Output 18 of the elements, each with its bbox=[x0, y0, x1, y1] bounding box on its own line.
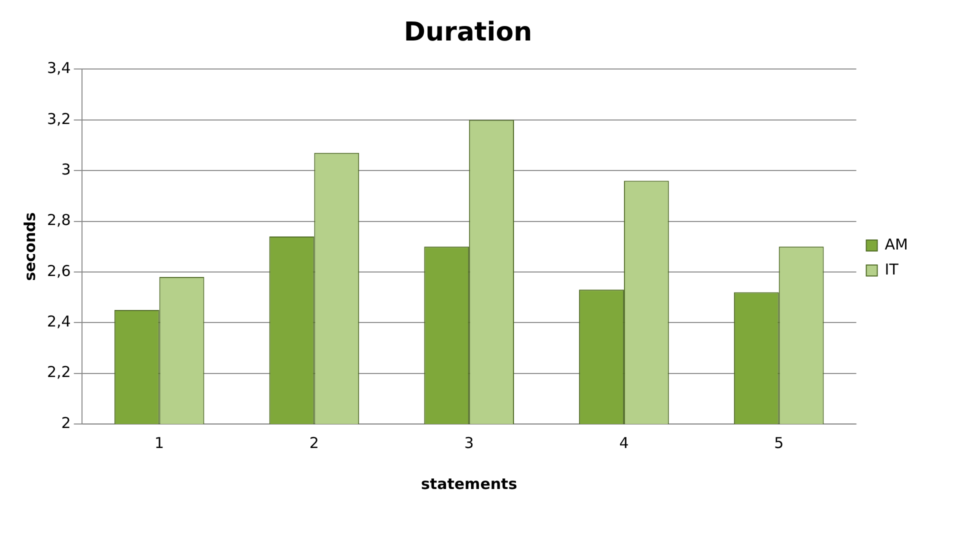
y-tick-label: 3,2 bbox=[46, 110, 71, 128]
y-tick-label: 2 bbox=[61, 414, 71, 432]
x-tick-label: 3 bbox=[464, 434, 474, 452]
y-tick-label: 2,2 bbox=[46, 363, 71, 382]
y-axis-title: seconds bbox=[20, 212, 39, 281]
chart-title: Duration bbox=[404, 17, 532, 48]
legend-label: AM bbox=[884, 235, 908, 254]
x-axis-title: statements bbox=[421, 474, 518, 493]
y-tick-label: 3 bbox=[61, 160, 71, 178]
x-tick-label: 1 bbox=[154, 434, 164, 452]
y-tick-label: 2,8 bbox=[46, 211, 71, 230]
y-tick-label: 2,6 bbox=[46, 262, 71, 280]
x-tick-label: 5 bbox=[774, 434, 784, 452]
x-tick-label: 4 bbox=[619, 434, 629, 452]
legend-label: IT bbox=[884, 260, 900, 278]
x-tick-label: 2 bbox=[309, 434, 319, 452]
y-tick-label: 2,4 bbox=[46, 312, 71, 331]
y-tick-label: 3,4 bbox=[46, 59, 71, 78]
